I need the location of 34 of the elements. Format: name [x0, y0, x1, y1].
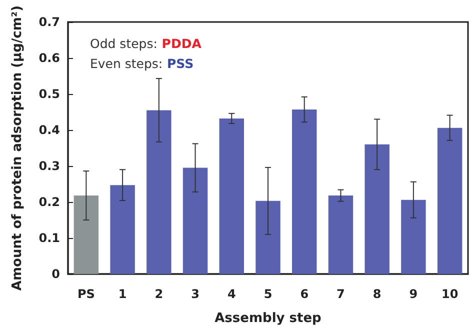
y-tick-label: 0.5 — [38, 87, 60, 101]
bar — [256, 200, 280, 274]
x-tick-label: 1 — [118, 287, 127, 301]
bar — [146, 110, 172, 274]
y-tick-label: 0 — [52, 267, 60, 281]
bar — [110, 185, 135, 274]
y-tick-label: 0.1 — [38, 231, 60, 245]
y-tick-label: 0.6 — [38, 51, 60, 65]
x-tick-label: 8 — [372, 287, 382, 301]
annotation: Even steps: PSS — [90, 56, 194, 71]
x-tick-label: 7 — [336, 287, 345, 301]
y-tick-label: 0.3 — [38, 159, 60, 173]
bar — [437, 128, 462, 274]
bar — [401, 200, 426, 274]
x-axis-title: Assembly step — [214, 311, 322, 326]
x-tick-label: 5 — [264, 287, 272, 301]
x-tick-label: 2 — [154, 287, 164, 301]
x-tick-label: 10 — [441, 287, 458, 301]
y-axis-title: Amount of protein adsorption (μg/cm²) — [10, 5, 25, 291]
x-tick-label: 6 — [300, 287, 309, 301]
x-tick-label: PS — [77, 287, 95, 301]
y-tick-label: 0.2 — [38, 195, 60, 209]
bar — [364, 144, 390, 274]
annotation: Odd steps: PDDA — [90, 36, 202, 51]
bar — [219, 118, 244, 274]
x-tick-label: 3 — [191, 287, 200, 301]
bar — [292, 109, 317, 274]
bar — [328, 196, 354, 274]
bar — [182, 168, 208, 274]
y-tick-label: 0.4 — [38, 123, 60, 137]
x-tick-label: 9 — [409, 287, 418, 301]
x-tick-label: 4 — [227, 287, 236, 301]
y-tick-label: 0.7 — [38, 15, 60, 29]
bar — [74, 196, 99, 274]
